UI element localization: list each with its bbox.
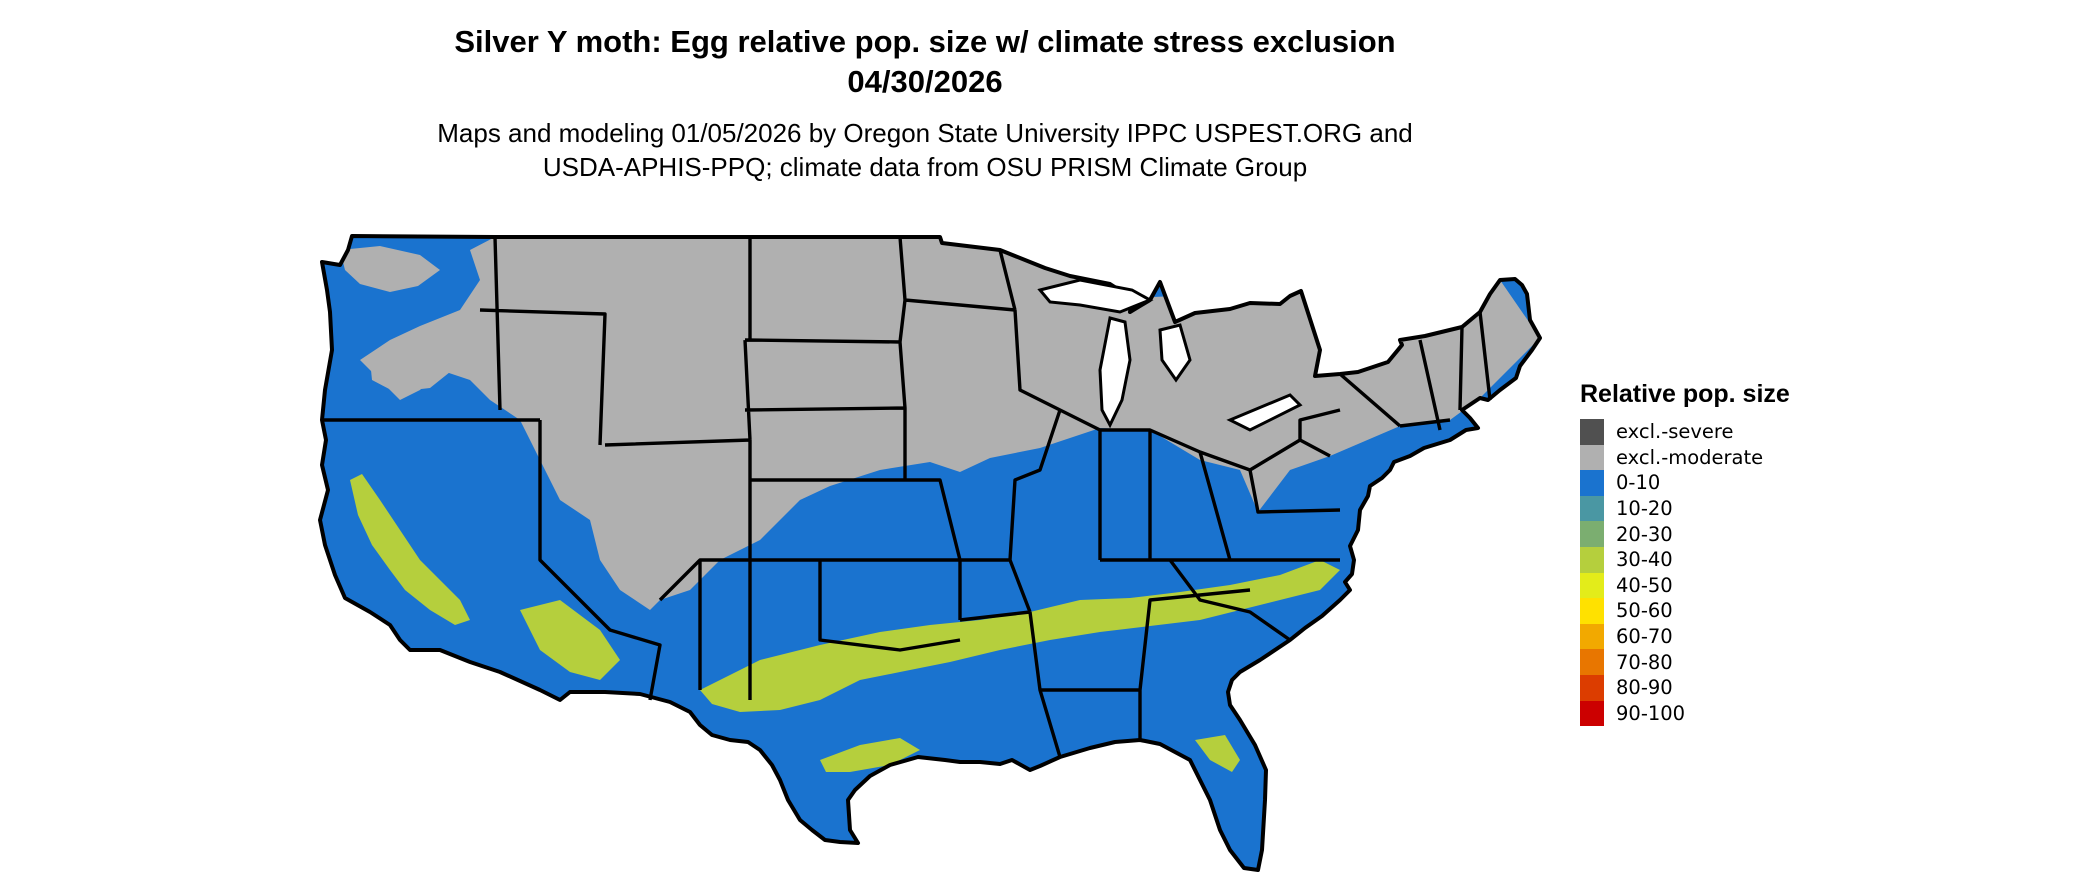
legend-swatch — [1580, 623, 1604, 650]
legend-item: 80-90 — [1580, 674, 1790, 701]
legend-swatch — [1580, 495, 1604, 522]
legend-swatch — [1580, 598, 1604, 624]
excluded-region-north — [360, 237, 1540, 610]
excluded-patch-oregon — [370, 350, 450, 392]
legend-item: 0-10 — [1580, 470, 1790, 496]
legend-item: excl.-severe — [1580, 419, 1790, 445]
legend-label: excl.-severe — [1616, 420, 1734, 444]
us-outline — [318, 234, 1542, 872]
legend-label: 20-30 — [1616, 522, 1673, 546]
legend-swatch — [1580, 419, 1604, 445]
legend-label: 90-100 — [1616, 701, 1686, 725]
legend-label: 0-10 — [1616, 471, 1661, 495]
legend-item: 10-20 — [1580, 495, 1790, 522]
legend-label: 80-90 — [1616, 676, 1673, 700]
title-block: Silver Y moth: Egg relative pop. size w/… — [0, 22, 1850, 184]
legend-label: 50-60 — [1616, 599, 1673, 623]
legend-item: 30-40 — [1580, 546, 1790, 573]
legend-swatch — [1580, 521, 1604, 547]
legend-title: Relative pop. size — [1580, 380, 1790, 408]
map-title: Silver Y moth: Egg relative pop. size w/… — [454, 24, 1396, 59]
legend-label: 70-80 — [1616, 650, 1673, 674]
legend-label: 60-70 — [1616, 625, 1673, 649]
legend-label: 40-50 — [1616, 573, 1673, 597]
legend-swatch — [1580, 444, 1604, 471]
legend-swatch — [1580, 674, 1604, 701]
legend-item: excl.-moderate — [1580, 444, 1790, 471]
legend-label: 10-20 — [1616, 497, 1673, 521]
legend-item: 70-80 — [1580, 649, 1790, 675]
great-lakes — [1037, 278, 1303, 432]
state-borders — [322, 236, 1492, 758]
legend: Relative pop. size excl.-severe excl.-mod… — [1580, 380, 1790, 727]
legend-item: 20-30 — [1580, 521, 1790, 547]
legend-swatch — [1580, 700, 1604, 727]
map-date: 04/30/2026 — [847, 64, 1003, 99]
map-credit-line-2: USDA-APHIS-PPQ; climate data from OSU PR… — [542, 152, 1308, 182]
lake-erie — [1226, 393, 1303, 432]
map-credit-line-1: Maps and modeling 01/05/2026 by Oregon S… — [437, 118, 1413, 148]
lake-michigan — [1098, 316, 1132, 429]
legend-item: 60-70 — [1580, 623, 1790, 650]
moderate-band-california — [350, 474, 470, 625]
legend-swatch — [1580, 546, 1604, 573]
moderate-band-florida — [1195, 735, 1240, 772]
legend-items: excl.-severe excl.-moderate 0-10 10-20 20-30… — [1580, 419, 1790, 727]
legend-swatch — [1580, 572, 1604, 599]
legend-label: 30-40 — [1616, 548, 1673, 572]
lake-superior — [1037, 278, 1154, 314]
legend-item: 40-50 — [1580, 572, 1790, 599]
legend-swatch — [1580, 649, 1604, 675]
moderate-band-arizona — [520, 600, 620, 680]
moderate-band-texas-coast — [820, 738, 920, 772]
excluded-patch-west — [340, 246, 440, 292]
us-population-map — [318, 234, 1542, 872]
lake-huron — [1158, 323, 1192, 383]
legend-label: excl.-moderate — [1616, 445, 1764, 469]
legend-item: 90-100 — [1580, 700, 1790, 727]
legend-item: 50-60 — [1580, 598, 1790, 624]
legend-swatch — [1580, 470, 1604, 496]
